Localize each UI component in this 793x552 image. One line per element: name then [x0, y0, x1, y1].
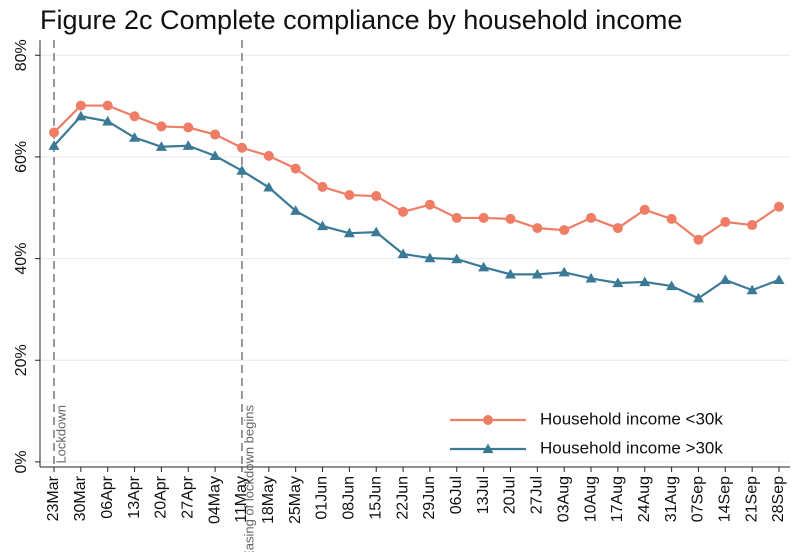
x-tick-label: 22Jun — [394, 476, 411, 520]
x-tick-label: 10Aug — [582, 476, 599, 522]
annotation-text: Lockdown — [53, 405, 68, 464]
data-point — [75, 100, 86, 111]
data-point — [102, 115, 114, 126]
data-point — [49, 127, 59, 138]
data-point — [666, 213, 677, 224]
data-point — [639, 276, 651, 287]
data-point — [102, 100, 113, 111]
x-tick-label: 06Apr — [99, 475, 116, 518]
data-point — [585, 272, 597, 283]
series-line — [53, 104, 780, 242]
x-tick-label: 08Jun — [341, 476, 358, 520]
x-tick-label: 03Aug — [555, 476, 572, 522]
data-point — [263, 181, 275, 192]
y-tick-label: 0% — [13, 450, 30, 473]
data-point — [559, 225, 570, 236]
data-point — [156, 121, 167, 132]
data-point — [747, 220, 758, 231]
data-point — [290, 205, 302, 215]
data-point — [692, 292, 704, 303]
y-tick-label: 20% — [13, 344, 30, 376]
y-tick-label: 60% — [13, 141, 30, 173]
y-tick-label: 80% — [13, 39, 30, 71]
data-point — [504, 268, 516, 279]
data-point — [263, 150, 274, 161]
data-point — [478, 212, 489, 223]
data-point — [483, 415, 493, 425]
data-point — [397, 248, 409, 259]
data-point — [531, 268, 543, 279]
data-point — [719, 274, 731, 285]
data-point — [586, 212, 597, 223]
x-tick-label: 06Jul — [448, 476, 465, 514]
data-point — [183, 122, 194, 133]
data-point — [612, 277, 624, 288]
data-point — [424, 252, 436, 263]
data-point — [505, 213, 516, 224]
annotation-text: Easing of lockdown begins — [241, 405, 256, 552]
data-point — [317, 181, 328, 192]
data-point — [182, 140, 194, 150]
data-point — [290, 163, 301, 174]
data-point — [639, 204, 650, 215]
x-tick-label: 25May — [287, 476, 304, 524]
data-point — [478, 261, 490, 272]
data-point — [746, 284, 758, 295]
y-tick-label: 40% — [13, 243, 30, 275]
x-tick-label: 13Jul — [475, 476, 492, 514]
data-point — [344, 190, 355, 201]
x-tick-label: 21Sep — [743, 476, 760, 522]
x-tick-label: 28Sep — [770, 476, 787, 522]
data-point — [236, 142, 247, 153]
data-point — [424, 199, 435, 210]
data-point — [209, 150, 221, 161]
data-point — [210, 129, 221, 140]
legend-label: Household income <30k — [540, 409, 723, 428]
data-point — [129, 132, 141, 142]
x-tick-label: 23Mar — [45, 475, 62, 521]
x-tick-label: 24Aug — [636, 476, 653, 522]
data-point — [558, 266, 570, 277]
x-tick-label: 29Jun — [421, 476, 438, 520]
data-point — [720, 216, 731, 227]
data-point — [532, 223, 543, 234]
data-point — [693, 234, 704, 245]
data-point — [451, 212, 462, 223]
data-point — [317, 220, 329, 231]
data-point — [398, 206, 409, 217]
series-line — [53, 115, 780, 300]
data-point — [482, 443, 494, 454]
data-point — [343, 227, 355, 238]
data-point — [371, 191, 382, 202]
x-tick-label: 07Sep — [690, 476, 707, 522]
x-tick-label: 01Jun — [314, 476, 331, 520]
x-tick-label: 27Jul — [529, 476, 546, 514]
data-point — [236, 165, 248, 175]
x-tick-label: 27Apr — [179, 475, 196, 518]
data-point — [155, 141, 167, 151]
x-tick-label: 14Sep — [717, 476, 734, 522]
x-tick-label: 20Jul — [502, 476, 519, 514]
x-tick-label: 11May — [233, 476, 250, 523]
data-point — [370, 226, 382, 237]
x-tick-label: 13Apr — [126, 475, 143, 518]
data-point — [48, 140, 60, 150]
x-tick-label: 18May — [260, 476, 277, 524]
data-point — [451, 253, 463, 264]
chart-title: Figure 2c Complete compliance by househo… — [40, 5, 682, 35]
legend-label: Household income >30k — [540, 438, 723, 457]
x-tick-label: 20Apr — [153, 475, 170, 518]
x-tick-label: 17Aug — [609, 476, 626, 522]
data-point — [75, 110, 87, 121]
x-tick-label: 04May — [206, 476, 223, 524]
data-point — [774, 201, 784, 212]
data-point — [612, 223, 623, 234]
data-point — [666, 280, 678, 291]
x-tick-label: 15Jun — [367, 476, 384, 520]
data-point — [773, 274, 785, 285]
data-point — [129, 111, 140, 122]
x-tick-label: 30Mar — [72, 475, 89, 521]
x-tick-label: 31Aug — [663, 476, 680, 522]
